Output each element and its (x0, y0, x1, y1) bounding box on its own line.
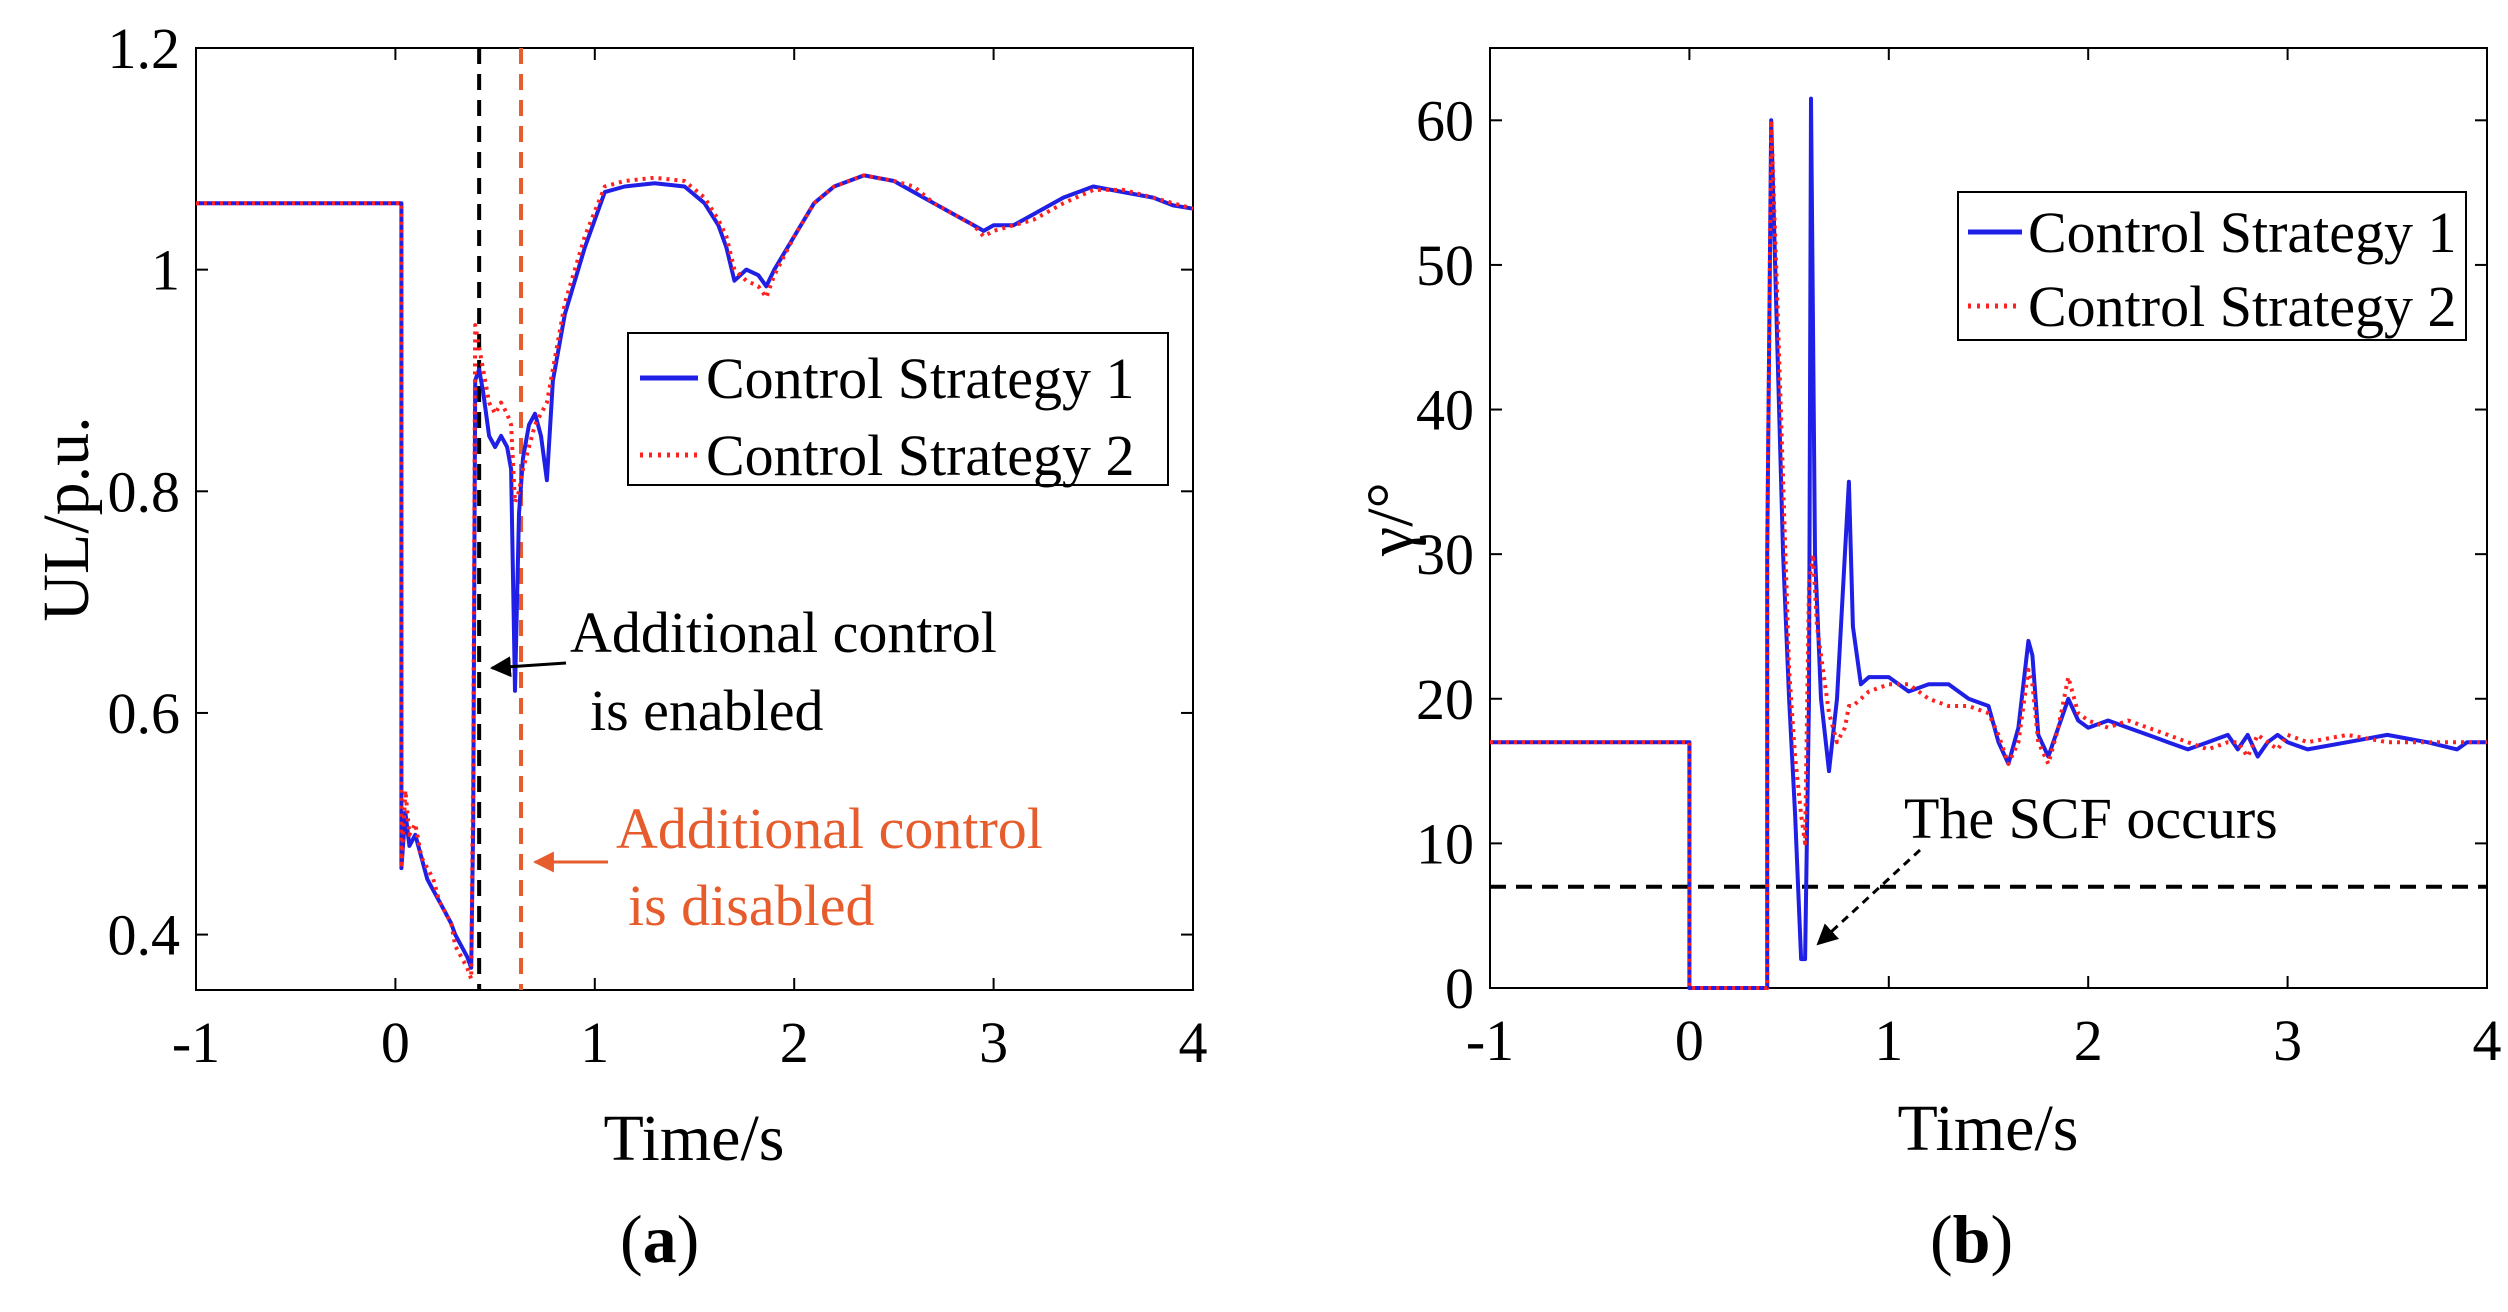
chart-b-annotation-scf: The SCF occurs (1816, 786, 2278, 946)
annotation-disabled-line-1: Additional control (616, 796, 1043, 861)
chart-b-legend-label-1: Control Strategy 1 (2028, 200, 2457, 265)
chart-a-ytick-label: 0.8 (108, 459, 181, 524)
chart-a-ylabel: UL/p.u. (30, 416, 103, 621)
panel-b-letter: b (1953, 1201, 1991, 1277)
chart-b-xtick-label: -1 (1466, 1008, 1514, 1073)
chart-b-ytick-label: 30 (1416, 522, 1474, 587)
chart-a-legend-box (627, 332, 1169, 486)
annotation-scf-arrow (1816, 848, 1922, 946)
chart-b-legend-label-2: Control Strategy 2 (2028, 274, 2457, 339)
annotation-enabled-arrow (489, 656, 567, 678)
chart-b-ylabel: γ/° (1354, 482, 1427, 557)
panel-a-letter: a (643, 1201, 677, 1277)
chart-b-xtick-label: 4 (2473, 1008, 2502, 1073)
chart-b-xtick-label: 0 (1675, 1008, 1704, 1073)
chart-b-legend-box (1957, 191, 2467, 341)
chart-b-series-1 (1490, 96, 2487, 990)
chart-b-ytick-label: 50 (1416, 233, 1474, 298)
chart-a-axes-box (195, 47, 1194, 991)
panel-b-label: (b) (1930, 1201, 2013, 1277)
chart-a-ytick-label: 1 (151, 238, 180, 303)
annotation-enabled-line-2: is enabled (590, 678, 824, 743)
chart-a-annotation-enabled: Additional control is enabled (489, 600, 997, 743)
chart-a-annotation-disabled: Additional control is disabled (532, 796, 1043, 938)
chart-a-xtick-label: 3 (979, 1010, 1008, 1075)
annotation-disabled-line-2: is disabled (628, 873, 874, 938)
chart-a-xtick-label: 1 (580, 1010, 609, 1075)
chart-a-legend-label-2: Control Strategy 2 (706, 423, 1135, 488)
panel-a-label: (a) (620, 1201, 699, 1277)
chart-b-series-2 (1490, 118, 2487, 990)
chart-b-ytick-label: 20 (1416, 667, 1474, 732)
chart-a-series-2 (196, 173, 1194, 981)
annotation-scf-text: The SCF occurs (1904, 786, 2278, 851)
chart-b-xtick-label: 2 (2074, 1008, 2103, 1073)
chart-a-xtick-label: 2 (780, 1010, 809, 1075)
chart-a-legend-label-1: Control Strategy 1 (706, 346, 1135, 411)
chart-b-xlabel: Time/s (1898, 1092, 2079, 1165)
chart-a-xtick-label: -1 (172, 1010, 220, 1075)
annotation-enabled-line-1: Additional control (570, 600, 997, 665)
chart-a-xlabel: Time/s (604, 1102, 785, 1175)
chart-b-ytick-label: 60 (1416, 88, 1474, 153)
chart-a: -1 0 1 2 3 4 0.4 0.6 0.8 1 1.2 Control Strategy 1 … (30, 16, 1208, 1277)
chart-b-axes-box (1489, 47, 2488, 989)
chart-a-xtick-label: 0 (381, 1010, 410, 1075)
chart-b-ytick-label: 10 (1416, 811, 1474, 876)
chart-a-ytick-label: 0.6 (108, 681, 181, 746)
chart-b-ytick-label: 0 (1445, 956, 1474, 1021)
chart-a-ytick-label: 1.2 (108, 16, 181, 81)
chart-b-ytick-label: 40 (1416, 378, 1474, 443)
chart-b-xtick-label: 1 (1874, 1008, 1903, 1073)
chart-a-series-1 (196, 173, 1194, 970)
chart-a-ytick-label: 0.4 (108, 903, 181, 968)
chart-b-xtick-label: 3 (2273, 1008, 2302, 1073)
chart-b-legend: Control Strategy 1 Control Strategy 2 (1957, 191, 2467, 341)
chart-a-xtick-label: 4 (1179, 1010, 1208, 1075)
chart-a-legend: Control Strategy 1 Control Strategy 2 (627, 332, 1169, 488)
